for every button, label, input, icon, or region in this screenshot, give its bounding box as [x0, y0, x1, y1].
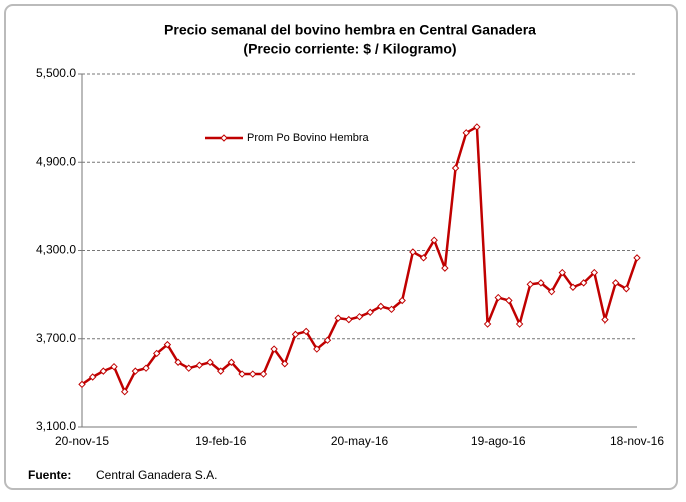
marker — [515, 320, 524, 328]
marker — [387, 305, 396, 314]
marker — [195, 361, 204, 369]
marker — [302, 327, 310, 336]
y-tick-label: 4,300.0 — [36, 243, 76, 257]
marker — [451, 164, 460, 172]
marker — [473, 123, 481, 131]
marker — [249, 370, 257, 378]
marker — [174, 358, 182, 366]
marker — [99, 367, 108, 375]
marker — [281, 360, 289, 368]
marker — [131, 367, 140, 375]
marker — [153, 349, 161, 358]
marker — [622, 285, 631, 293]
marker — [558, 268, 566, 277]
marker — [323, 336, 332, 344]
y-tick-label: 4,900.0 — [36, 154, 76, 168]
marker — [163, 340, 172, 349]
marker — [206, 358, 214, 366]
marker — [579, 279, 588, 287]
marker — [270, 345, 278, 353]
x-tick-label: 19-ago-16 — [471, 434, 526, 448]
marker — [505, 296, 513, 305]
marker — [110, 362, 118, 371]
marker — [569, 283, 577, 291]
marker — [355, 312, 364, 321]
marker — [142, 364, 150, 372]
marker — [633, 254, 641, 262]
legend-marker — [220, 134, 228, 142]
marker — [590, 268, 599, 277]
marker — [227, 358, 236, 366]
y-tick-label: 5,500.0 — [36, 66, 76, 80]
marker — [217, 367, 225, 375]
marker — [185, 364, 193, 372]
marker — [345, 315, 353, 324]
marker — [409, 248, 417, 256]
x-tick-label: 20-may-16 — [331, 434, 389, 448]
y-tick-label: 3,700.0 — [36, 331, 76, 345]
x-tick-label: 20-nov-15 — [55, 434, 109, 448]
frame — [4, 4, 678, 490]
marker — [259, 370, 268, 378]
marker — [547, 287, 556, 296]
marker — [398, 296, 406, 305]
marker — [78, 380, 86, 389]
source: Central Ganadera S.A. — [96, 468, 217, 482]
marker — [238, 370, 246, 378]
marker — [537, 279, 545, 287]
marker — [334, 314, 342, 322]
marker — [462, 129, 470, 137]
chart-title: Precio semanal del bovino hembra en Cent… — [164, 22, 536, 38]
source-label: Fuente: — [28, 468, 71, 482]
marker — [441, 264, 449, 272]
marker — [494, 293, 502, 302]
x-tick-label: 19-feb-16 — [195, 434, 247, 448]
marker — [291, 330, 300, 339]
marker — [88, 373, 97, 381]
marker — [483, 320, 492, 328]
y-tick-label: 3,100.0 — [36, 419, 76, 433]
marker — [377, 302, 385, 311]
marker — [120, 387, 129, 396]
legend-label: Prom Po Bovino Hembra — [247, 132, 370, 144]
chart-subtitle: (Precio corriente: $ / Kilogramo) — [243, 41, 456, 57]
marker — [313, 345, 321, 353]
marker — [419, 254, 428, 262]
x-tick-label: 18-nov-16 — [610, 434, 664, 448]
marker — [366, 308, 374, 316]
marker — [430, 236, 438, 244]
marker — [601, 315, 609, 324]
marker — [611, 279, 620, 287]
marker — [526, 280, 534, 289]
